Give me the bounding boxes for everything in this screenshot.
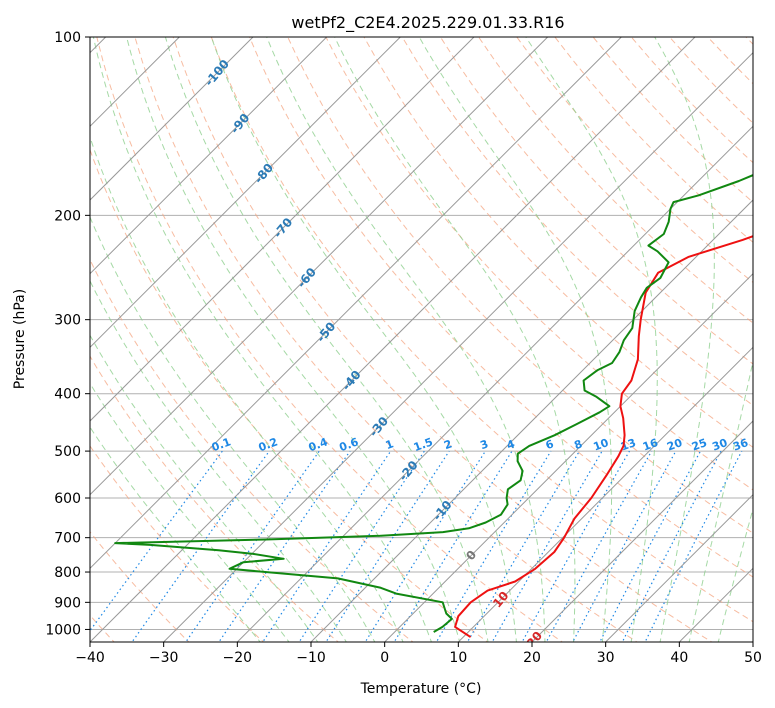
mixing-ratio-label: 8 bbox=[572, 437, 584, 452]
y-tick-label: 700 bbox=[54, 531, 81, 547]
isotherm-line bbox=[90, 37, 328, 275]
x-tick-label: 20 bbox=[523, 650, 541, 666]
isotherm-line bbox=[310, 199, 753, 642]
mixing-ratio-label: 1.5 bbox=[412, 435, 435, 454]
temperature-profile-line bbox=[454, 235, 753, 638]
mixing-ratio-label: 36 bbox=[731, 436, 750, 454]
moist-adiabat-line bbox=[92, 37, 432, 642]
mixing-ratio-label: 4 bbox=[505, 437, 517, 452]
isotherm-line bbox=[605, 493, 753, 642]
profile-lines bbox=[114, 174, 753, 638]
isotherms bbox=[90, 37, 753, 642]
mixing-ratio-line bbox=[644, 450, 743, 642]
isotherm-line bbox=[90, 37, 254, 201]
dry-adiabat-line bbox=[287, 37, 753, 534]
y-tick-label: 900 bbox=[54, 595, 81, 611]
moist-adiabat-line bbox=[266, 37, 546, 642]
y-tick-label: 400 bbox=[54, 387, 81, 403]
dry-adiabat-line bbox=[134, 37, 638, 642]
isotherm-line bbox=[457, 346, 753, 642]
isotherm-line bbox=[90, 37, 475, 422]
moist-adiabat-line bbox=[90, 382, 290, 642]
mixing-ratio-line bbox=[521, 450, 631, 642]
mixing-ratio-line bbox=[298, 450, 425, 642]
mixing-ratio-label: 2 bbox=[442, 437, 454, 452]
dry-adiabat-line bbox=[90, 445, 265, 642]
moist-adiabat-line bbox=[164, 37, 489, 642]
x-tick-label: −20 bbox=[223, 650, 253, 666]
mixing-ratio-label: 6 bbox=[544, 437, 556, 452]
moist-adiabat-line bbox=[90, 279, 347, 642]
dry-adiabat-line bbox=[325, 37, 753, 491]
moist-adiabat-line bbox=[688, 358, 753, 642]
mixing-ratio-label: 30 bbox=[710, 436, 729, 454]
mixing-ratio-label: 0.2 bbox=[257, 435, 280, 454]
y-tick-label: 600 bbox=[54, 491, 81, 507]
x-tick-label: −30 bbox=[149, 650, 179, 666]
mixing-ratio-label: 10 bbox=[592, 436, 611, 454]
x-tick-label: 40 bbox=[670, 650, 688, 666]
y-axis-label: Pressure (hPa) bbox=[12, 289, 28, 389]
axes: −40 −30 −20 −10 0 10 20 30 40 5010020030040050060… bbox=[45, 30, 762, 666]
moist-adiabat-line bbox=[334, 37, 576, 642]
isotherm-line bbox=[90, 37, 622, 570]
isotherm-line bbox=[90, 37, 401, 349]
mixing-ratio-label: 3 bbox=[478, 437, 490, 452]
mixing-ratio-label: 0.6 bbox=[338, 435, 361, 454]
y-tick-label: 200 bbox=[54, 208, 81, 224]
y-tick-label: 800 bbox=[54, 565, 81, 581]
moist-adiabat-line bbox=[525, 37, 658, 642]
x-tick-label: 30 bbox=[597, 650, 615, 666]
isotherm-line bbox=[384, 272, 753, 642]
y-tick-label: 500 bbox=[54, 444, 81, 460]
dry-adiabat-line bbox=[96, 37, 564, 642]
mixing-ratio-label: 16 bbox=[641, 436, 660, 454]
dry-adiabat-line bbox=[478, 37, 753, 324]
y-tick-label: 1000 bbox=[45, 622, 81, 638]
isotherm-line bbox=[236, 125, 753, 642]
pressure-gridlines bbox=[90, 37, 753, 630]
dry-adiabat-line bbox=[90, 355, 339, 642]
x-tick-label: 0 bbox=[380, 650, 389, 666]
mixing-ratio-label: 20 bbox=[665, 436, 684, 454]
plot-frame bbox=[89, 36, 754, 643]
mixing-ratio-line bbox=[621, 450, 722, 642]
moist-adiabat-line bbox=[717, 506, 753, 642]
x-tick-label: −40 bbox=[75, 650, 105, 666]
moist-adiabat-line bbox=[90, 215, 376, 642]
dewpoint-profile-line bbox=[114, 174, 753, 633]
x-tick-label: −10 bbox=[296, 650, 326, 666]
dry-adiabats bbox=[90, 37, 753, 642]
chart-title: wetPf2_C2E4.2025.229.01.33.R16 bbox=[291, 13, 564, 33]
isotherm-line bbox=[90, 37, 549, 496]
x-tick-label: 10 bbox=[449, 650, 467, 666]
x-tick-label: 50 bbox=[744, 650, 762, 666]
dry-adiabat-line bbox=[401, 37, 753, 406]
mixing-ratio-label: 1 bbox=[384, 437, 396, 452]
mixing-ratio-label: 25 bbox=[690, 436, 709, 453]
y-tick-label: 100 bbox=[54, 30, 81, 46]
mixing-ratio-line bbox=[90, 450, 223, 632]
mixing-ratio-line bbox=[218, 450, 351, 642]
mixing-ratio-label: 0.1 bbox=[210, 435, 233, 454]
dry-adiabat-line bbox=[90, 258, 414, 642]
dry-adiabat-line bbox=[210, 37, 753, 623]
moist-adiabat-line bbox=[210, 37, 518, 642]
mixing-ratio-line bbox=[325, 450, 450, 642]
mixing-ratio-labels: 0.1 0.2 0.4 0.6 1 1.5 2 3 4 6 8 10 13 16 20 25 30 36 bbox=[210, 435, 750, 454]
moist-adiabat-line bbox=[90, 426, 261, 642]
dry-adiabat-line bbox=[363, 37, 753, 448]
dry-adiabat-line bbox=[249, 37, 753, 578]
mixing-ratio-line bbox=[393, 450, 513, 642]
moist-adiabat-line bbox=[654, 37, 715, 642]
isotherm-line bbox=[531, 420, 753, 642]
x-axis-label: Temperature (°C) bbox=[360, 681, 482, 697]
y-tick-label: 300 bbox=[54, 313, 81, 329]
mixing-ratio-label: 0.4 bbox=[307, 435, 330, 454]
isotherm-line bbox=[163, 51, 753, 642]
